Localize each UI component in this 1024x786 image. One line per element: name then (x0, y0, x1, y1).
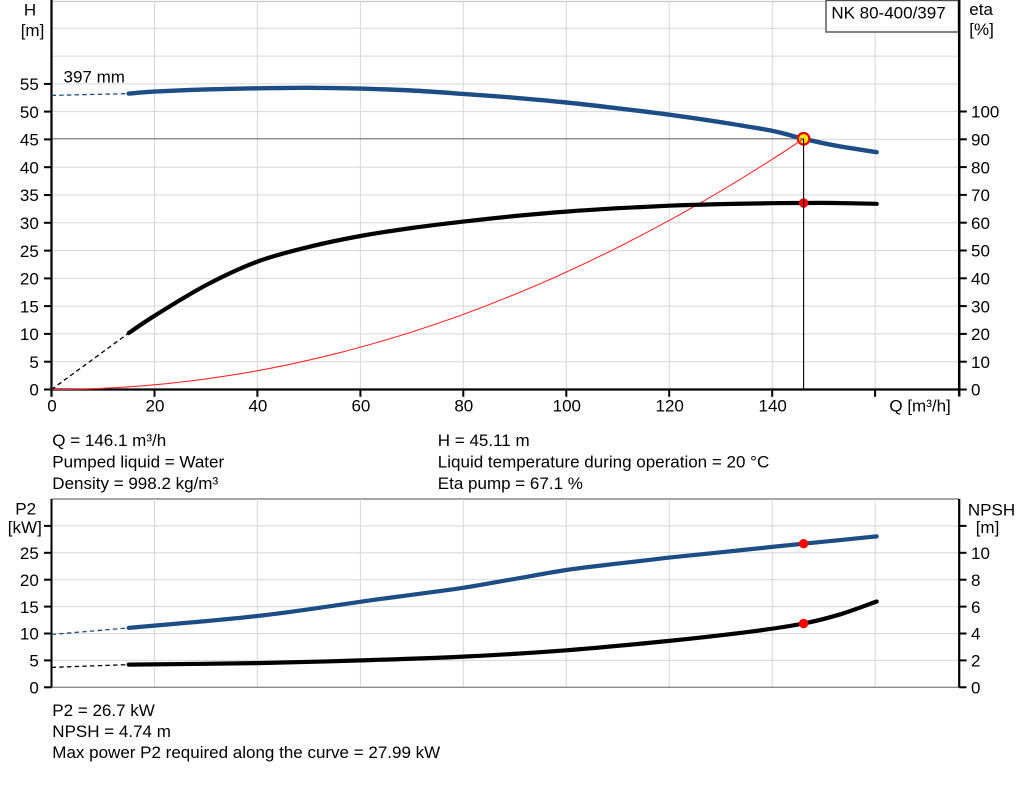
svg-text:0: 0 (971, 679, 980, 698)
svg-text:60: 60 (971, 214, 990, 233)
svg-text:8: 8 (971, 571, 980, 590)
svg-text:P2: P2 (15, 500, 36, 519)
svg-text:[m]: [m] (21, 21, 45, 40)
svg-text:80: 80 (971, 158, 990, 177)
svg-text:H = 45.11 m: H = 45.11 m (438, 431, 530, 450)
svg-text:90: 90 (971, 131, 990, 150)
svg-text:20: 20 (20, 270, 39, 289)
svg-text:55: 55 (20, 75, 39, 94)
svg-text:10: 10 (20, 625, 39, 644)
svg-text:0: 0 (29, 381, 38, 400)
svg-text:10: 10 (20, 325, 39, 344)
svg-text:5: 5 (29, 353, 38, 372)
svg-text:100: 100 (971, 103, 999, 122)
svg-text:45: 45 (20, 131, 39, 150)
svg-text:[%]: [%] (969, 20, 994, 39)
svg-text:5: 5 (29, 652, 38, 671)
svg-text:Q = 146.1 m³/h: Q = 146.1 m³/h (52, 431, 166, 450)
svg-text:40: 40 (248, 396, 267, 415)
svg-text:H: H (24, 1, 36, 20)
svg-text:50: 50 (971, 242, 990, 261)
svg-text:4: 4 (971, 625, 980, 644)
svg-text:25: 25 (20, 242, 39, 261)
svg-text:Q [m³/h]: Q [m³/h] (889, 396, 950, 415)
svg-text:NPSH: NPSH (968, 501, 1015, 520)
svg-text:eta: eta (969, 0, 993, 19)
svg-text:397 mm: 397 mm (64, 67, 125, 86)
svg-text:0: 0 (47, 396, 56, 415)
svg-text:20: 20 (20, 571, 39, 590)
svg-text:10: 10 (971, 353, 990, 372)
svg-text:40: 40 (971, 270, 990, 289)
svg-text:70: 70 (971, 186, 990, 205)
svg-text:30: 30 (971, 297, 990, 316)
svg-text:20: 20 (971, 325, 990, 344)
svg-text:25: 25 (20, 544, 39, 563)
svg-text:35: 35 (20, 186, 39, 205)
svg-text:NPSH = 4.74 m: NPSH = 4.74 m (52, 722, 171, 741)
svg-text:100: 100 (553, 396, 581, 415)
svg-text:140: 140 (759, 396, 787, 415)
svg-text:120: 120 (656, 396, 684, 415)
svg-text:0: 0 (971, 381, 980, 400)
svg-text:20: 20 (146, 396, 165, 415)
svg-text:2: 2 (971, 652, 980, 671)
svg-text:0: 0 (29, 679, 38, 698)
svg-text:15: 15 (20, 598, 39, 617)
svg-text:40: 40 (20, 158, 39, 177)
svg-text:60: 60 (351, 396, 370, 415)
svg-text:Eta pump = 67.1 %: Eta pump = 67.1 % (438, 474, 583, 493)
svg-text:10: 10 (971, 544, 990, 563)
svg-text:Pumped liquid = Water: Pumped liquid = Water (52, 453, 224, 472)
svg-text:15: 15 (20, 297, 39, 316)
svg-text:NK 80-400/397: NK 80-400/397 (831, 3, 945, 22)
svg-text:[kW]: [kW] (8, 518, 42, 537)
svg-text:[m]: [m] (976, 518, 1000, 537)
svg-text:Liquid temperature during oper: Liquid temperature during operation = 20… (438, 453, 769, 472)
svg-text:30: 30 (20, 214, 39, 233)
svg-text:Density = 998.2 kg/m³: Density = 998.2 kg/m³ (52, 474, 218, 493)
svg-text:P2 = 26.7 kW: P2 = 26.7 kW (52, 701, 155, 720)
svg-text:Max power P2 required along th: Max power P2 required along the curve = … (52, 743, 440, 762)
svg-text:6: 6 (971, 598, 980, 617)
svg-text:80: 80 (454, 396, 473, 415)
svg-text:50: 50 (20, 103, 39, 122)
